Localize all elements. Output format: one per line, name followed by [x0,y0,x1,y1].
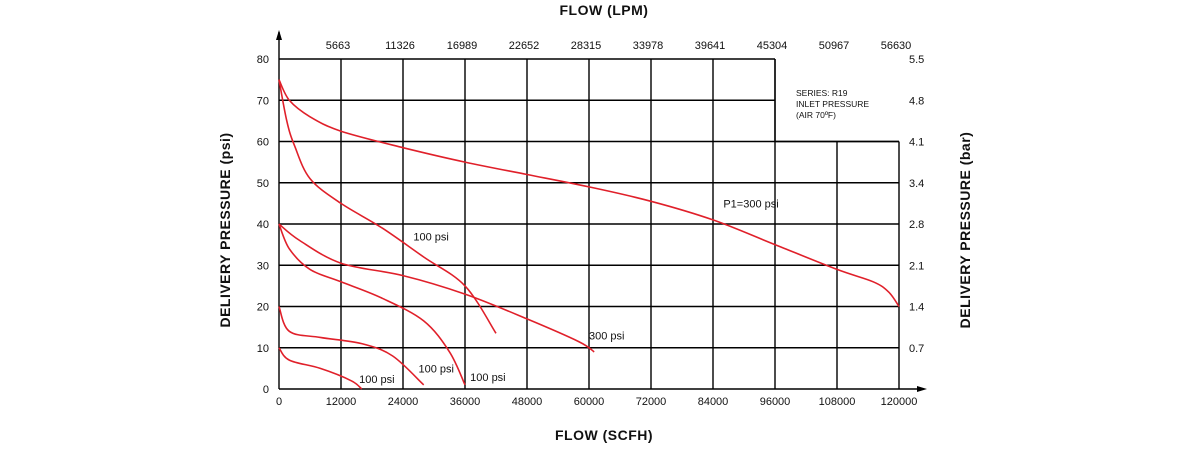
top-tick-label: 45304 [757,40,788,52]
top-tick-label: 16989 [447,40,478,52]
curve-label: 100 psi [359,374,394,386]
y-tick-label: 60 [257,137,269,149]
y-tick-label: 20 [257,302,269,314]
y-tick-label: 10 [257,343,269,355]
chart-title: FLOW (LPM) [560,2,649,18]
x-tick-label: 48000 [512,396,543,408]
right-tick-label: 4.8 [909,95,924,107]
y-tick-label: 30 [257,260,269,272]
curve-label: 300 psi [589,331,624,343]
grid [279,58,900,389]
right-tick-label: 2.8 [909,219,924,231]
tick-labels: 0 12000 24000 36000 48000 60000 72000 84000 9600… [257,40,925,408]
right-tick-label: 0.7 [909,343,924,355]
top-tick-label: 28315 [571,40,602,52]
x-tick-label: 36000 [450,396,481,408]
y-tick-label: 40 [257,219,269,231]
x-axis-title: FLOW (SCFH) [555,427,653,443]
x-tick-label: 72000 [636,396,667,408]
note-line: (AIR 70ºF) [796,110,836,120]
curve-label: 100 psi [470,372,505,384]
right-tick-label: 1.4 [909,302,924,314]
curve-3 [278,223,595,353]
right-tick-label: 2.1 [909,260,924,272]
y-tick-label: 50 [257,178,269,190]
curve-label: 100 psi [413,232,448,244]
top-tick-label: 50967 [819,40,850,52]
curve-labels: P1=300 psi 100 psi 300 psi 100 psi 100 psi 10… [359,199,779,386]
note-line: INLET PRESSURE [796,99,869,109]
y-tick-label: 80 [257,54,269,66]
curve-6 [278,347,363,390]
y-axis-arrow [276,30,282,40]
right-tick-label: 3.4 [909,178,924,190]
x-tick-label: 60000 [574,396,605,408]
curve-2 [278,79,497,334]
x-tick-label: 108000 [819,396,856,408]
y-tick-label: 70 [257,95,269,107]
top-tick-label: 5663 [326,40,350,52]
note-line: SERIES: R19 [796,88,848,98]
curves [278,79,900,390]
curve-1 [278,79,900,307]
top-tick-label: 11326 [385,40,415,52]
y-axis-title-left: DELIVERY PRESSURE (psi) [217,132,233,327]
top-tick-label: 33978 [633,40,664,52]
curve-label: 100 psi [419,364,454,376]
right-tick-label: 4.1 [909,137,924,149]
x-tick-label: 0 [276,396,282,408]
top-tick-label: 56630 [881,40,912,52]
y-tick-label: 0 [263,384,269,396]
right-tick-label: 5.5 [909,54,924,66]
x-tick-label: 12000 [326,396,357,408]
x-tick-label: 84000 [698,396,729,408]
y-axis-title-right: DELIVERY PRESSURE (bar) [957,132,973,329]
top-tick-label: 22652 [509,40,540,52]
x-tick-label: 120000 [881,396,918,408]
top-tick-label: 39641 [695,40,726,52]
x-tick-label: 96000 [760,396,791,408]
curve-4 [278,223,466,386]
x-axis-arrow [917,386,927,392]
axes [276,30,927,392]
curve-5 [278,306,425,386]
x-tick-label: 24000 [388,396,419,408]
curve-label: P1=300 psi [723,199,778,211]
